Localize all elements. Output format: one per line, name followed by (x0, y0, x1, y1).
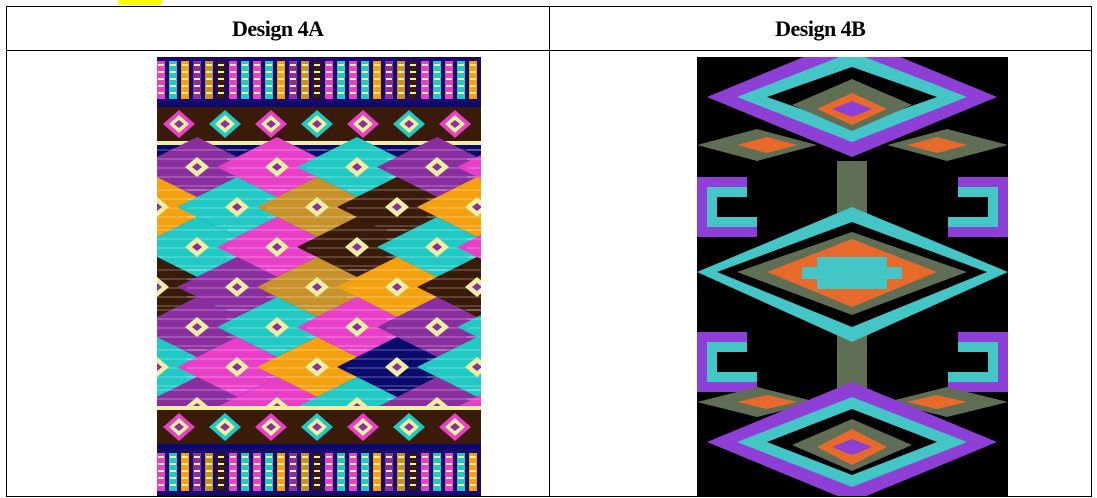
design-comparison-table: Design 4A Design 4B (6, 6, 1092, 497)
design-4b-image (696, 57, 1008, 496)
design-4a-cell (6, 50, 550, 497)
header-row: Design 4A Design 4B (6, 6, 1092, 51)
yellow-highlight-mark (118, 0, 162, 5)
design-4a-heading: Design 4A (6, 6, 550, 51)
design-4b-heading: Design 4B (548, 6, 1092, 51)
design-4a-image (157, 57, 481, 496)
design-4b-cell (548, 50, 1092, 497)
image-row (6, 50, 1092, 497)
